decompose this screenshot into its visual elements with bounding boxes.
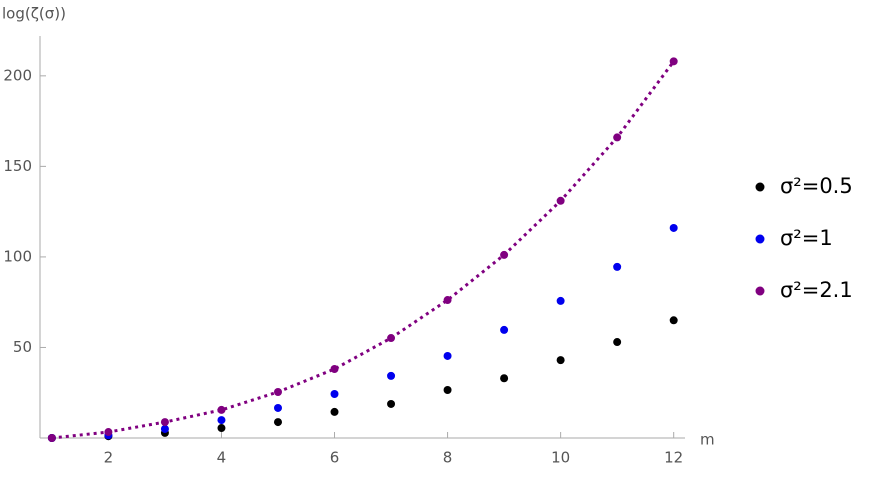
x-axis-label: m: [700, 431, 715, 449]
point: [500, 374, 509, 383]
point: [669, 223, 678, 232]
x-tick-label: 8: [443, 449, 453, 467]
point: [443, 296, 452, 305]
point: [556, 196, 565, 205]
point: [160, 418, 169, 427]
point: [669, 316, 678, 325]
point: [613, 133, 622, 142]
point: [160, 424, 169, 433]
point: [47, 434, 56, 442]
point: [387, 399, 396, 408]
point: [500, 325, 509, 334]
y-axis-label: log(ζ(σ)): [2, 5, 66, 23]
legend-label: σ²=2.1: [780, 278, 853, 302]
x-tick-label: 12: [664, 449, 683, 467]
y-tick-label: 100: [3, 247, 32, 265]
point: [387, 334, 396, 343]
point: [556, 356, 565, 365]
legend-label: σ²=1: [780, 226, 833, 250]
point: [387, 371, 396, 380]
legend-marker: [755, 182, 765, 192]
point: [613, 262, 622, 271]
dotted-line: [51, 60, 675, 440]
point: [217, 424, 226, 433]
point: [500, 250, 509, 259]
legend-marker: [755, 286, 765, 296]
x-tick-label: 2: [104, 449, 114, 467]
x-tick-label: 10: [551, 449, 570, 467]
point: [217, 416, 226, 425]
legend-label: σ²=0.5: [780, 174, 853, 198]
y-tick-label: 150: [3, 157, 32, 175]
point: [613, 338, 622, 347]
point: [443, 351, 452, 360]
y-tick-label: 200: [3, 66, 32, 84]
point: [330, 389, 339, 398]
point: [273, 403, 282, 412]
legend-marker: [755, 234, 765, 244]
point: [217, 405, 226, 414]
y-tick-label: 50: [13, 338, 32, 356]
point: [669, 57, 678, 66]
point: [443, 386, 452, 395]
point: [273, 418, 282, 427]
x-tick-label: 6: [330, 449, 340, 467]
point: [556, 296, 565, 305]
point: [104, 428, 113, 437]
x-tick-label: 4: [217, 449, 227, 467]
point: [330, 407, 339, 416]
point: [330, 365, 339, 374]
point: [273, 388, 282, 397]
